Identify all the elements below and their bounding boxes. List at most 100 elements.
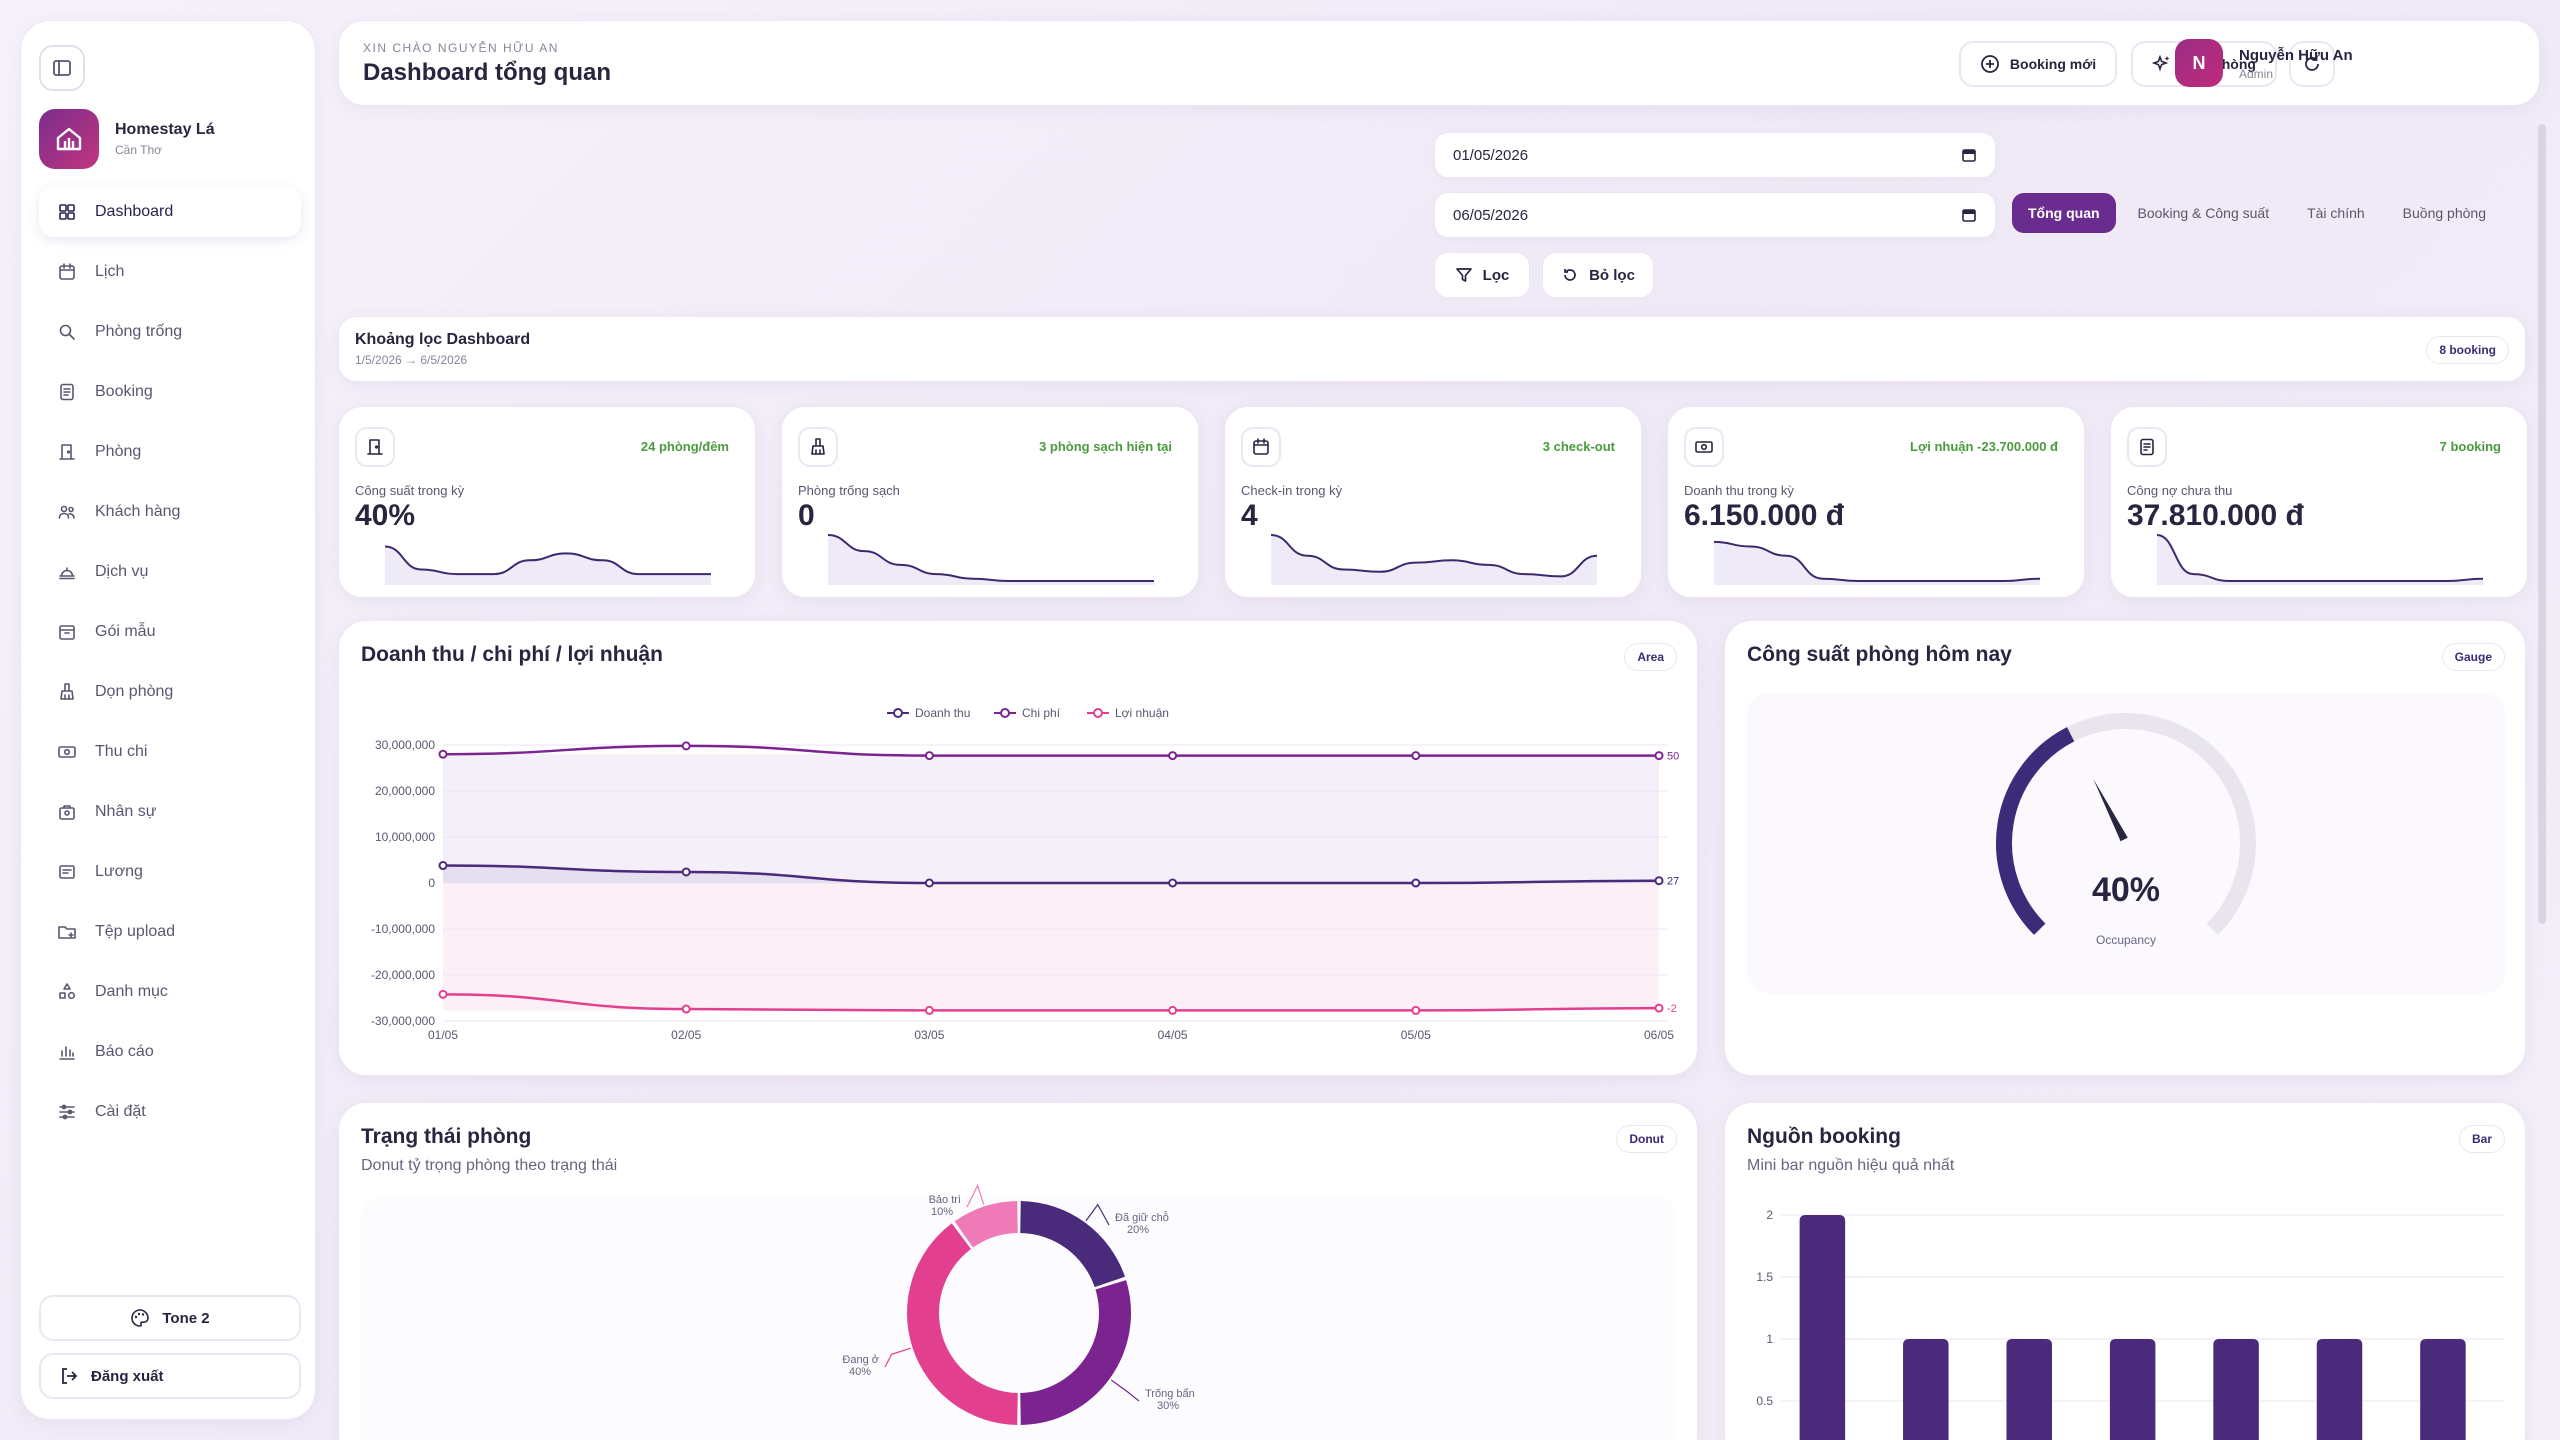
avatar[interactable]: N: [2175, 39, 2223, 87]
staff-icon: [59, 805, 75, 820]
package-icon: [59, 625, 75, 640]
data-point: [1654, 1003, 1664, 1013]
sidebar-item-10[interactable]: Thu chi: [39, 727, 301, 777]
sparkline-area: [1271, 535, 1597, 585]
cleaning-icon: [811, 438, 825, 455]
data-point: [1411, 751, 1421, 761]
y-tick-label: 1.5: [1756, 1270, 1773, 1284]
sidebar-item-13[interactable]: Tệp upload: [39, 907, 301, 957]
date-from-input[interactable]: 01/05/2026: [1434, 132, 1996, 178]
kpi-sparkline: [1270, 534, 1598, 585]
filter-button[interactable]: Lọc: [1434, 252, 1530, 298]
bar-1: [1799, 1215, 1846, 1440]
donut-percent: 40%: [849, 1366, 871, 1378]
sidebar-item-12[interactable]: Lương: [39, 847, 301, 897]
kpi-card-4: Lợi nhuận -23.700.000 đ Doanh thu trong k…: [1667, 406, 2085, 598]
tone-button[interactable]: Tone 2: [39, 1295, 301, 1341]
sidebar-item-5[interactable]: Phòng: [39, 427, 301, 477]
tab-3[interactable]: Tài chính: [2307, 205, 2365, 221]
revenue-chart-type-badge: Area: [1624, 643, 1677, 671]
user-role: Admin: [2239, 67, 2274, 81]
date-to-input[interactable]: 06/05/2026: [1434, 192, 1996, 238]
profit-area-fill: [443, 883, 1659, 1011]
tab-4[interactable]: Buồng phòng: [2402, 205, 2486, 221]
sidebar-item-2[interactable]: Lịch: [39, 247, 301, 297]
kpi-value: 6.150.000 đ: [1684, 499, 1845, 532]
sidebar-toggle-button[interactable]: [39, 45, 85, 91]
home-icon: [56, 127, 82, 151]
donut-percent: 10%: [931, 1206, 953, 1218]
kpi-card-5: 7 booking Công nợ chưa thu 37.810.000 đ: [2110, 406, 2528, 598]
sidebar-item-label: Nhân sự: [95, 803, 157, 820]
legend-label: Chi phí: [1022, 706, 1061, 720]
sidebar-item-6[interactable]: Khách hàng: [39, 487, 301, 537]
cleaning-icon: [60, 683, 74, 700]
new-booking-button[interactable]: Booking mới: [1959, 41, 2117, 87]
door-icon: [367, 439, 383, 455]
calendar-picker-icon[interactable]: [1961, 147, 1977, 163]
sidebar-item-11[interactable]: Nhân sự: [39, 787, 301, 837]
sidebar-item-8[interactable]: Gói mẫu: [39, 607, 301, 657]
sidebar-item-3[interactable]: Phòng trống: [39, 307, 301, 357]
series-line-1: [442, 864, 1660, 885]
data-point: [924, 878, 934, 888]
reset-filter-button[interactable]: Bỏ lọc: [1542, 252, 1654, 298]
booking-source-card: Nguồn booking Mini bar nguồn hiệu quả nh…: [1724, 1102, 2526, 1440]
donut-slice-1: [1020, 1201, 1125, 1288]
sidebar-item-9[interactable]: Dọn phòng: [39, 667, 301, 717]
y-tick-label: -30,000,000: [371, 1014, 435, 1028]
money-icon: [1695, 441, 1713, 453]
bar-4: [2109, 1339, 2156, 1440]
room-status-chart-type-badge: Donut: [1616, 1125, 1677, 1153]
sidebar-item-1[interactable]: Dashboard: [39, 187, 301, 237]
y-tick-label: 0: [428, 876, 435, 890]
kpi-note: 3 phòng sạch hiện tại: [1039, 439, 1172, 454]
bar-5: [2213, 1339, 2259, 1440]
donut-leader-line: [966, 1183, 985, 1208]
sparkline-line: [1270, 534, 1598, 578]
sparkline-line: [827, 534, 1154, 582]
series-end-label: -2: [1667, 1003, 1677, 1015]
kpi-label: Công nợ chưa thu: [2127, 483, 2233, 498]
kpi-label: Phòng trống sạch: [798, 483, 900, 498]
sidebar-item-16[interactable]: Cài đặt: [39, 1087, 301, 1137]
revenue-title: Doanh thu / chi phí / lợi nhuận: [361, 643, 663, 666]
sidebar-item-15[interactable]: Báo cáo: [39, 1027, 301, 1077]
cost-area-fill: [443, 754, 1659, 883]
reset-filter-label: Bỏ lọc: [1589, 266, 1635, 284]
page-scrollbar[interactable]: [2538, 124, 2546, 924]
kpi-icon-box: [2127, 427, 2167, 467]
calendar-picker-icon[interactable]: [1961, 207, 1977, 223]
series-line-2: [442, 744, 1659, 757]
sidebar-item-label: Dịch vụ: [95, 563, 149, 580]
donut-leader-line: [884, 1347, 911, 1368]
calendar-icon: [1253, 438, 1269, 455]
gauge-value: 40%: [2091, 871, 2161, 909]
tab-1[interactable]: Tổng quan: [2012, 193, 2116, 233]
kpi-sparkline: [384, 545, 711, 585]
sidebar-item-7[interactable]: Dịch vụ: [39, 547, 301, 597]
data-point: [438, 861, 448, 871]
kpi-value: 0: [798, 499, 815, 532]
invoice-icon: [2140, 438, 2154, 456]
kpi-icon-box: [355, 427, 395, 467]
kpi-label: Công suất trong kỳ: [355, 483, 465, 498]
room-status-subtitle: Donut tỷ trọng phòng theo trạng thái: [361, 1157, 618, 1174]
legend-marker: [1000, 708, 1010, 718]
refresh-button[interactable]: [2289, 41, 2335, 87]
revenue-card: Doanh thu / chi phí / lợi nhuận Area 30,…: [338, 620, 1698, 1076]
date-from-value: 01/05/2026: [1453, 146, 1529, 164]
legend-marker: [1093, 708, 1103, 718]
sidebar-item-4[interactable]: Booking: [39, 367, 301, 417]
bar-7: [2420, 1339, 2466, 1440]
kpi-value: 37.810.000 đ: [2127, 499, 2304, 532]
reset-icon: [1564, 269, 1576, 281]
range-dates: 1/5/2026 → 6/5/2026: [355, 353, 468, 367]
tab-2[interactable]: Booking & Công suất: [2137, 205, 2270, 221]
y-tick-label: -20,000,000: [371, 968, 435, 982]
sidebar-item-14[interactable]: Danh mục: [39, 967, 301, 1017]
logout-button[interactable]: Đăng xuất: [39, 1353, 301, 1399]
sidebar-item-label: Lịch: [95, 263, 125, 280]
tone-label: Tone 2: [162, 1309, 210, 1327]
donut-percent: 20%: [1127, 1224, 1149, 1236]
